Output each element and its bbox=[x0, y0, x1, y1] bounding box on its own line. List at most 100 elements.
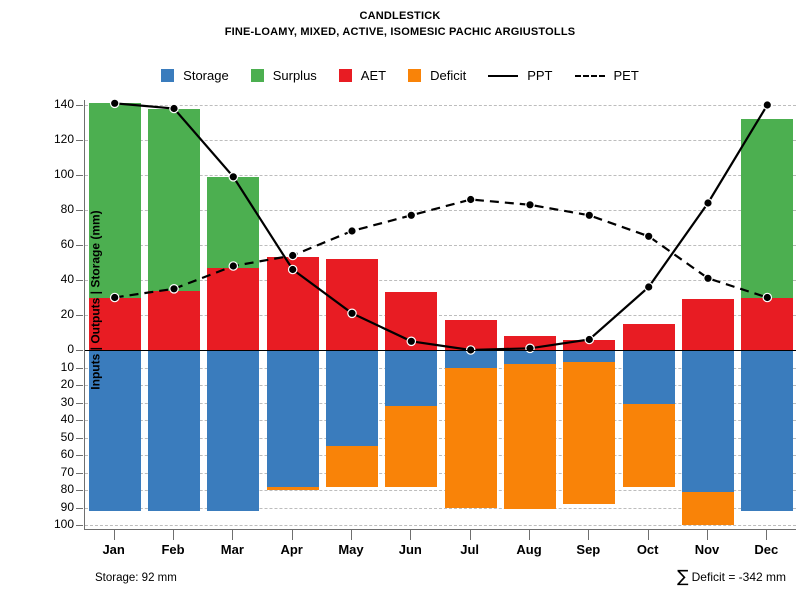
legend-swatch-icon bbox=[408, 69, 422, 82]
x-tick bbox=[232, 530, 234, 540]
bar-segment-surplus bbox=[147, 108, 201, 291]
gridline bbox=[85, 490, 796, 491]
bar-segment-aet bbox=[563, 339, 616, 350]
x-tick bbox=[766, 530, 768, 540]
bar-column-aug[interactable] bbox=[500, 100, 559, 530]
legend-item-deficit[interactable]: Deficit bbox=[408, 68, 466, 83]
gridline bbox=[85, 525, 796, 526]
gridline bbox=[85, 210, 796, 211]
bar-segment-deficit bbox=[325, 446, 379, 487]
y-tick bbox=[76, 402, 83, 404]
bar-segment-storage bbox=[622, 350, 675, 405]
y-tick bbox=[76, 507, 83, 509]
gridline bbox=[85, 140, 796, 141]
y-tick-label: 0 bbox=[67, 342, 74, 356]
gridline bbox=[85, 280, 796, 281]
bar-segment-deficit bbox=[622, 404, 675, 487]
x-axis-label-feb: Feb bbox=[161, 542, 185, 557]
y-tick bbox=[76, 525, 83, 526]
y-tick-label: 60 bbox=[60, 447, 74, 461]
x-axis-label-aug: Aug bbox=[516, 542, 542, 557]
legend-item-aet[interactable]: AET bbox=[338, 68, 387, 83]
y-tick bbox=[76, 385, 83, 386]
legend-item-surplus[interactable]: Surplus bbox=[250, 68, 317, 83]
pet-marker bbox=[347, 226, 357, 236]
legend-dashed-line-icon bbox=[574, 74, 605, 77]
ppt-marker bbox=[228, 172, 239, 182]
bar-segment-aet bbox=[622, 323, 675, 350]
title-line-2: FINE-LOAMY, MIXED, ACTIVE, ISOMESIC PACH… bbox=[224, 26, 576, 38]
y-tick-label: 20 bbox=[60, 307, 74, 321]
bar-segment-deficit bbox=[444, 367, 497, 508]
bars-layer bbox=[85, 100, 796, 530]
pet-marker bbox=[406, 210, 417, 221]
bar-column-may[interactable] bbox=[322, 100, 381, 530]
bar-column-mar[interactable] bbox=[204, 100, 263, 530]
y-tick-label: 100 bbox=[53, 517, 74, 531]
gridline bbox=[85, 175, 796, 176]
bar-column-jul[interactable] bbox=[441, 100, 500, 530]
bar-column-feb[interactable] bbox=[144, 100, 203, 530]
legend-label: PPT bbox=[527, 68, 553, 83]
bar-segment-surplus bbox=[741, 119, 794, 298]
bar-segment-deficit bbox=[563, 362, 616, 504]
y-tick-label: 120 bbox=[53, 132, 74, 146]
legend-swatch-icon bbox=[250, 69, 264, 82]
ppt-marker bbox=[169, 103, 179, 114]
ppt-marker bbox=[525, 343, 535, 354]
bar-column-apr[interactable] bbox=[263, 100, 322, 530]
bar-column-dec[interactable] bbox=[738, 100, 797, 530]
gridline bbox=[85, 455, 796, 456]
bar-segment-aet bbox=[681, 299, 735, 350]
ppt-marker bbox=[643, 282, 654, 292]
y-tick bbox=[76, 315, 83, 316]
ppt-marker bbox=[762, 100, 773, 110]
pet-marker bbox=[584, 210, 595, 221]
bar-segment-aet bbox=[741, 297, 794, 350]
bar-column-sep[interactable] bbox=[560, 100, 619, 530]
ppt-marker bbox=[406, 336, 417, 347]
x-axis-label-jul: Jul bbox=[460, 542, 480, 557]
x-axis-label-dec: Dec bbox=[754, 542, 779, 557]
bar-segment-aet bbox=[325, 259, 379, 350]
bar-column-nov[interactable] bbox=[678, 100, 737, 530]
pet-marker bbox=[109, 292, 120, 303]
chart-legend: Storage Surplus AET Deficit PPT PET bbox=[0, 68, 800, 83]
bar-segment-storage bbox=[266, 350, 319, 487]
x-tick bbox=[707, 530, 708, 540]
legend-label: AET bbox=[360, 68, 387, 83]
bar-segment-storage bbox=[563, 350, 616, 363]
legend-solid-line-icon bbox=[488, 74, 519, 77]
y-tick-label: 20 bbox=[60, 377, 74, 391]
legend-item-ppt[interactable]: PPT bbox=[488, 68, 553, 83]
x-axis-label-oct: Oct bbox=[636, 542, 659, 557]
ppt-marker bbox=[584, 334, 595, 345]
gridline bbox=[85, 420, 796, 421]
legend-swatch-icon bbox=[338, 69, 352, 82]
storage-note: Storage: 92 mm bbox=[95, 572, 177, 584]
gridline bbox=[85, 367, 796, 369]
pet-marker bbox=[703, 273, 713, 284]
bar-segment-storage bbox=[385, 350, 438, 406]
y-tick-label: 70 bbox=[60, 464, 74, 479]
bar-segment-storage bbox=[444, 350, 497, 368]
x-axis-labels: Jan Feb Mar Apr May Jun Jul Aug Sep Oct Nov Dec bbox=[84, 542, 796, 562]
y-tick bbox=[76, 420, 83, 421]
bar-column-oct[interactable] bbox=[619, 100, 678, 530]
pet-marker bbox=[465, 194, 476, 205]
plot-area: 0 20 40 60 80 100 120 140 10 20 30 40 50 60 70 80 90 100 bbox=[54, 97, 796, 531]
ppt-marker bbox=[703, 198, 713, 208]
ppt-marker bbox=[109, 98, 120, 109]
bar-segment-storage bbox=[325, 350, 379, 447]
legend-item-storage[interactable]: Storage bbox=[161, 68, 229, 83]
lines-layer bbox=[109, 98, 773, 355]
bar-column-jan[interactable] bbox=[85, 100, 144, 530]
ppt-marker bbox=[287, 264, 298, 275]
bar-segment-aet bbox=[207, 267, 260, 350]
legend-item-pet[interactable]: PET bbox=[574, 68, 639, 83]
gridline bbox=[85, 245, 796, 246]
y-tick bbox=[76, 105, 83, 106]
x-axis-label-may: May bbox=[338, 542, 364, 557]
pet-marker bbox=[525, 200, 535, 210]
